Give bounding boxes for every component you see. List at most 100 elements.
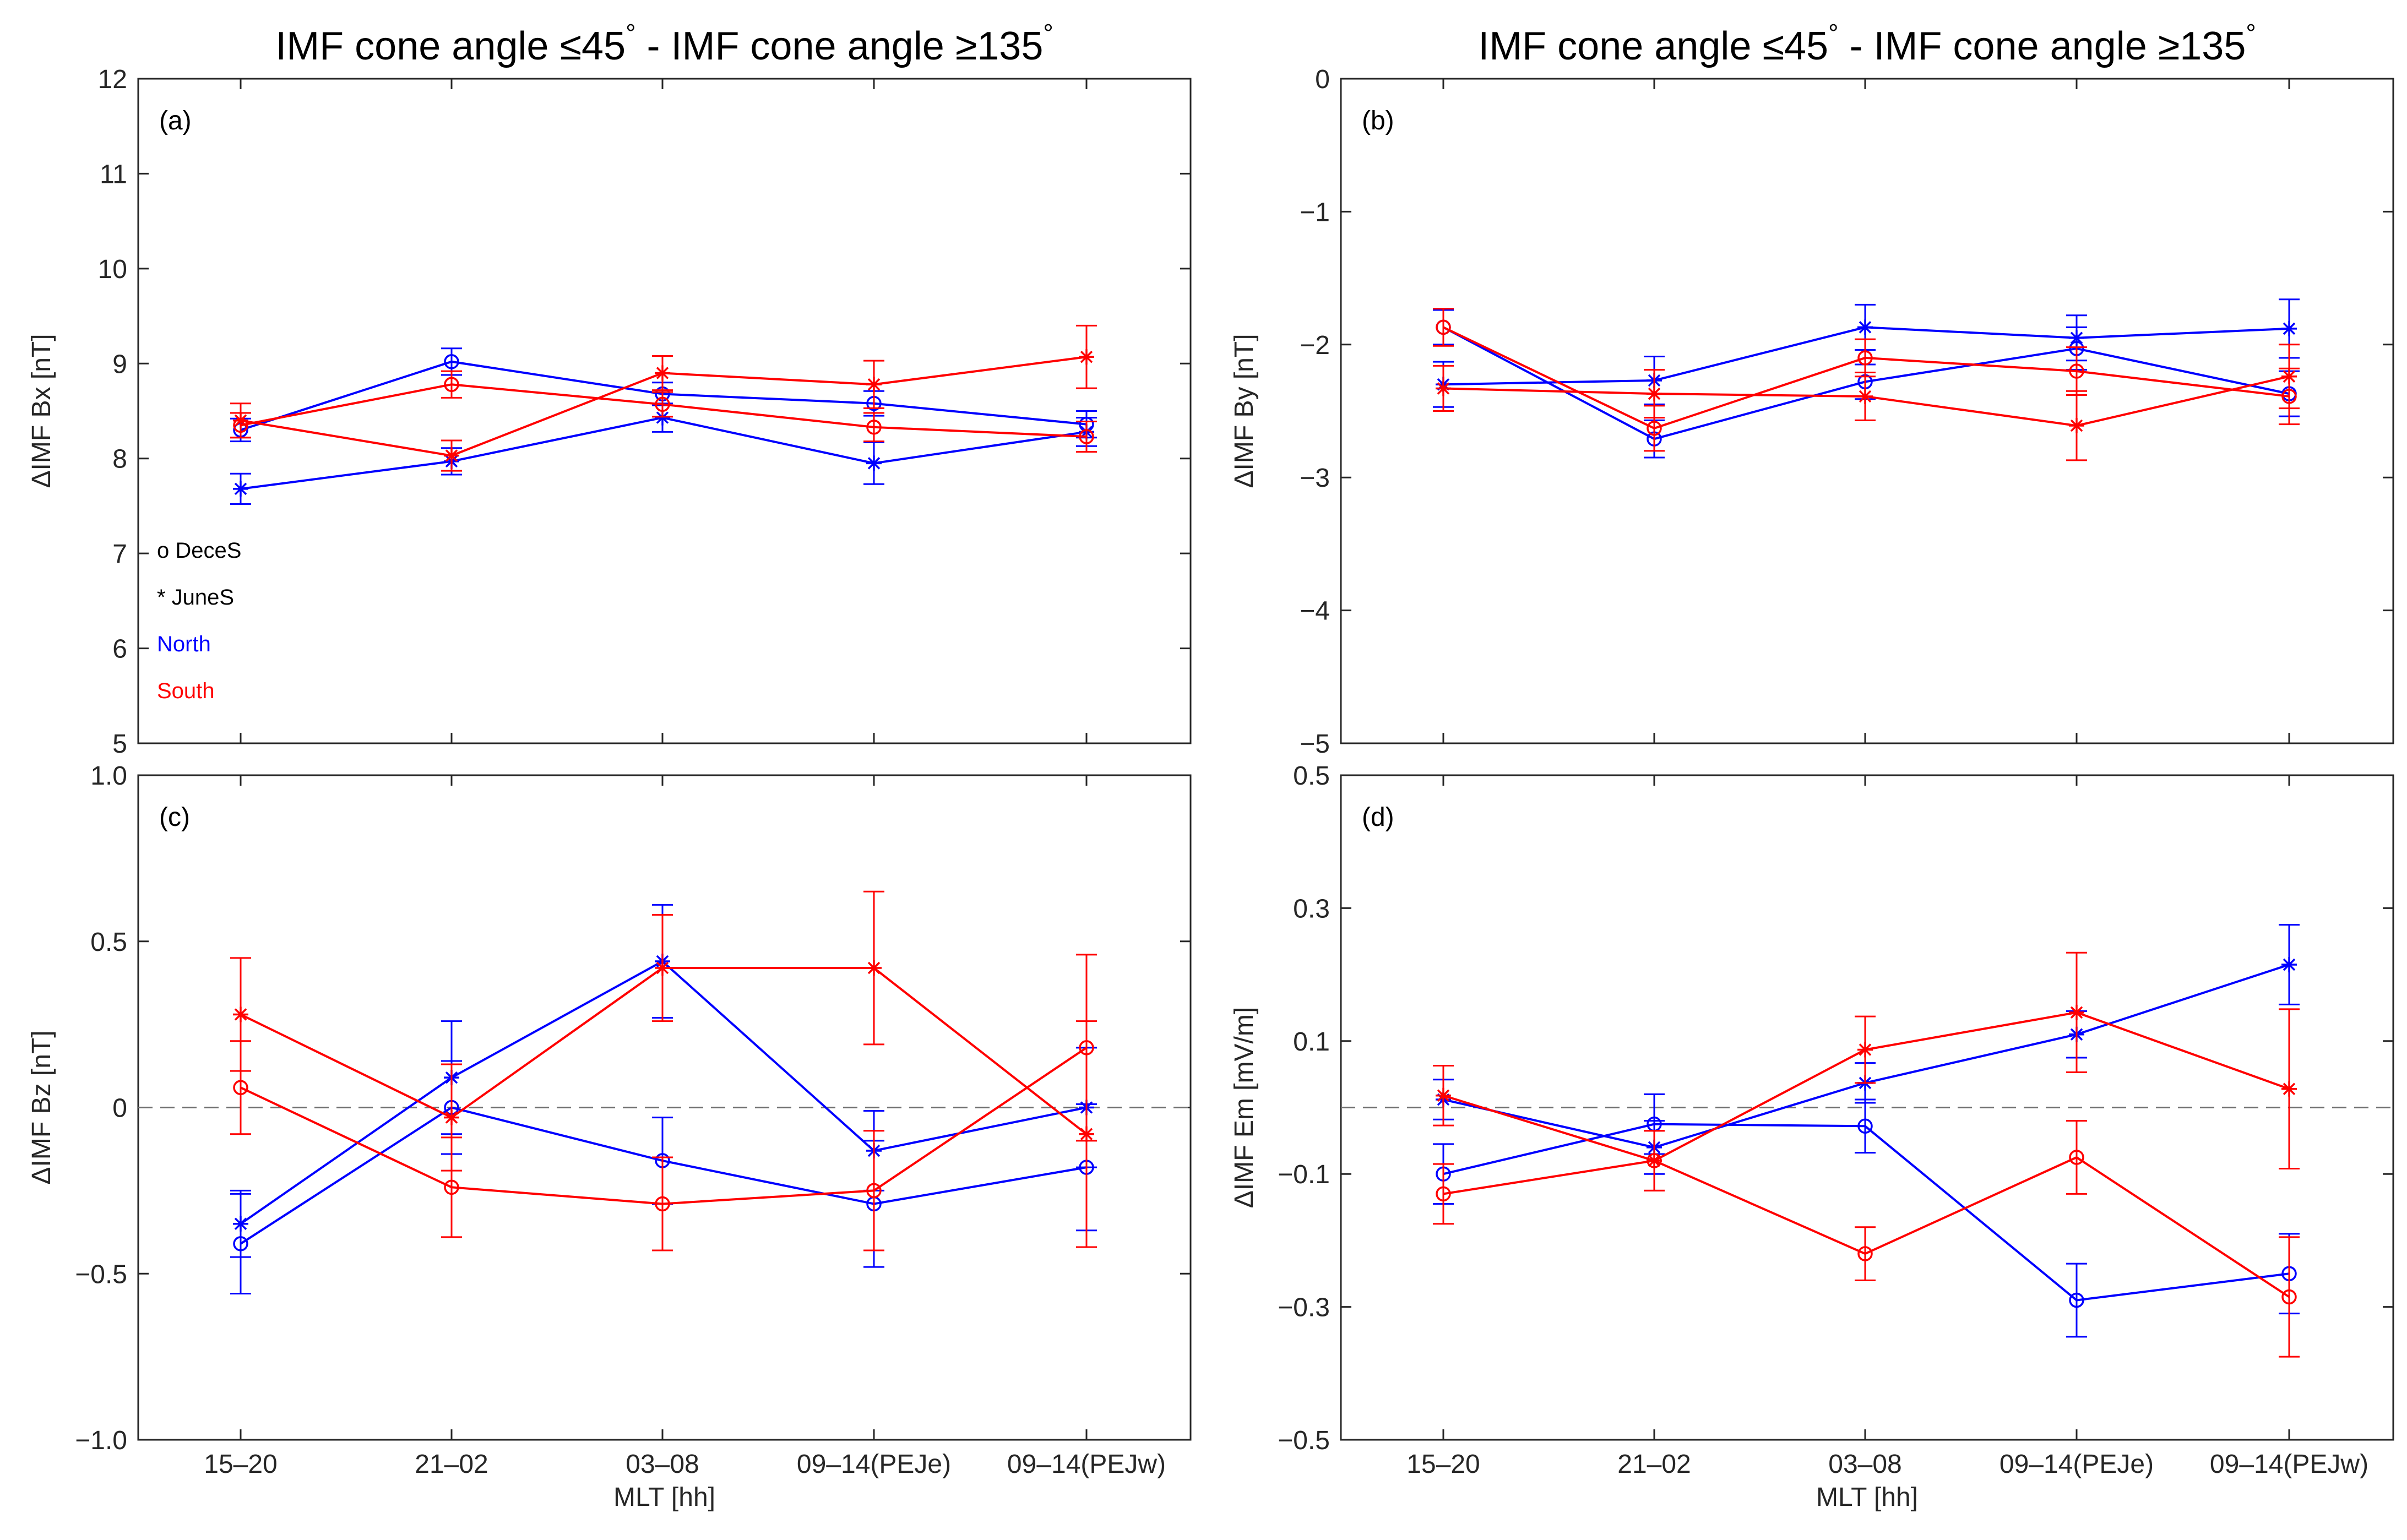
y-tick-label: 1.0 <box>90 761 127 791</box>
series-line <box>1443 1011 2290 1162</box>
y-tick-label: −1.0 <box>75 1426 127 1455</box>
title-segment: - IMF cone angle ≥135 <box>635 24 1043 68</box>
y-tick-label: −0.1 <box>1278 1160 1330 1189</box>
data-point-star <box>655 960 670 976</box>
x-tick-label: 21–02 <box>1617 1450 1691 1479</box>
series-line <box>1443 326 2290 430</box>
data-point-star <box>1857 319 1873 335</box>
y-axis-label: ΔIMF Bz [nT] <box>27 1030 56 1184</box>
data-point-circle <box>1079 429 1094 444</box>
x-tick-label: 09–14(PEJw) <box>2210 1450 2368 1479</box>
data-point-star <box>866 455 882 471</box>
data-point-circle <box>866 420 882 435</box>
y-tick-label: 0 <box>1315 65 1330 94</box>
y-tick-label: −0.5 <box>75 1260 127 1289</box>
x-tick-label: 03–08 <box>626 1450 699 1479</box>
panel-b: −5 −4 −3 −2 −1 0 ΔIMF By [nT] IMF cone angle ≤4… <box>1230 19 2394 759</box>
series-south-deces <box>1433 1120 2300 1358</box>
x-tick-label: 15–20 <box>204 1450 277 1479</box>
data-point-star <box>233 1006 248 1022</box>
series-south-junes <box>1433 344 2300 461</box>
panel-label: (b) <box>1362 106 1394 135</box>
series-south-deces <box>230 954 1097 1251</box>
data-point-star <box>2069 330 2084 346</box>
degree-superscript: ° <box>1828 19 1838 47</box>
legend-entry: * JuneS <box>157 585 234 610</box>
panel-d: −0.5 −0.3 −0.1 0.1 0.3 0.5 15–20 21–02 03–08 09–1… <box>1230 761 2394 1512</box>
x-tick-label: 03–08 <box>1828 1450 1901 1479</box>
data-point-star <box>2281 368 2297 384</box>
y-tick-label: 9 <box>112 350 127 379</box>
x-tick-label: 09–14(PEJe) <box>2000 1450 2154 1479</box>
data-point-circle <box>1436 319 1451 335</box>
data-point-circle <box>444 354 459 369</box>
x-axis-label: MLT [hh] <box>1816 1483 1918 1512</box>
data-point-circle <box>655 396 670 412</box>
data-point-star <box>2281 320 2297 336</box>
y-tick-label: 11 <box>100 160 127 189</box>
series-north-deces <box>230 1060 1097 1294</box>
data-point-circle <box>1436 1186 1451 1202</box>
data-point-star <box>1436 380 1451 396</box>
y-tick-label: 0.5 <box>1293 761 1330 791</box>
y-tick-label: −3 <box>1300 464 1330 493</box>
data-point-circle <box>655 1196 670 1212</box>
series-line <box>240 967 1088 1135</box>
data-point-star <box>444 1109 459 1125</box>
chart-title: IMF cone angle ≤45° - IMF cone angle ≥13… <box>1478 19 2256 68</box>
y-tick-label: −0.3 <box>1278 1293 1330 1323</box>
data-point-star <box>2281 1081 2297 1097</box>
data-point-star <box>2069 1004 2084 1020</box>
x-tick-label: 21–02 <box>415 1450 488 1479</box>
series-south-junes <box>230 324 1097 472</box>
x-axis-label: MLT [hh] <box>613 1483 715 1512</box>
y-tick-label: 0 <box>112 1094 127 1123</box>
data-point-star <box>233 481 248 497</box>
y-tick-label: 10 <box>98 255 127 284</box>
series-line <box>1443 375 2290 427</box>
series-line <box>240 960 1087 1225</box>
title-segment: - IMF cone angle ≥135 <box>1838 24 2246 68</box>
title-segment: IMF cone angle ≤45 <box>1478 24 1828 68</box>
data-point-circle <box>1647 421 1662 436</box>
axes-box <box>137 78 1192 744</box>
legend-entry: o DeceS <box>157 538 241 563</box>
data-point-star <box>233 1216 248 1232</box>
series-line <box>240 1106 1087 1245</box>
data-point-circle <box>2069 1292 2084 1308</box>
data-point-circle <box>1857 350 1873 366</box>
panel-c: −1.0 −0.5 0 0.5 1.0 15–20 21–02 03–08 09–14(PEJe… <box>27 761 1192 1512</box>
data-point-star <box>1436 1087 1451 1103</box>
panel-label: (d) <box>1362 803 1394 832</box>
y-tick-label: −2 <box>1300 331 1330 360</box>
y-tick-label: 0.1 <box>1293 1027 1330 1057</box>
data-point-star <box>866 960 882 976</box>
y-tick-label: 0.3 <box>1293 894 1330 923</box>
data-point-star <box>1647 386 1662 402</box>
chart-title: IMF cone angle ≤45° - IMF cone angle ≥13… <box>275 19 1053 68</box>
data-point-circle <box>1857 1118 1873 1134</box>
y-tick-label: −1 <box>1300 198 1330 227</box>
y-tick-label: 5 <box>112 730 127 759</box>
series-line <box>1443 1123 2290 1302</box>
data-point-circle <box>866 1183 882 1199</box>
data-point-star <box>655 410 670 426</box>
series-north-deces <box>230 347 1097 443</box>
data-point-star <box>2281 956 2297 972</box>
data-point-star <box>1079 349 1094 365</box>
data-point-circle <box>444 1179 459 1195</box>
panel-label: (c) <box>159 803 190 832</box>
x-tick-label: 09–14(PEJe) <box>797 1450 951 1479</box>
data-point-star <box>1857 388 1873 404</box>
data-point-circle <box>1857 1246 1873 1261</box>
y-tick-label: 8 <box>112 445 127 474</box>
y-axis-label: ΔIMF Em [mV/m] <box>1230 1007 1259 1208</box>
data-point-star <box>1857 1042 1873 1058</box>
y-tick-label: 6 <box>112 635 127 664</box>
x-tick-label: 09–14(PEJw) <box>1007 1450 1166 1479</box>
y-tick-label: −4 <box>1300 597 1330 626</box>
data-point-star <box>2069 418 2084 434</box>
panel-label: (a) <box>159 106 192 135</box>
degree-superscript: ° <box>1043 19 1053 47</box>
